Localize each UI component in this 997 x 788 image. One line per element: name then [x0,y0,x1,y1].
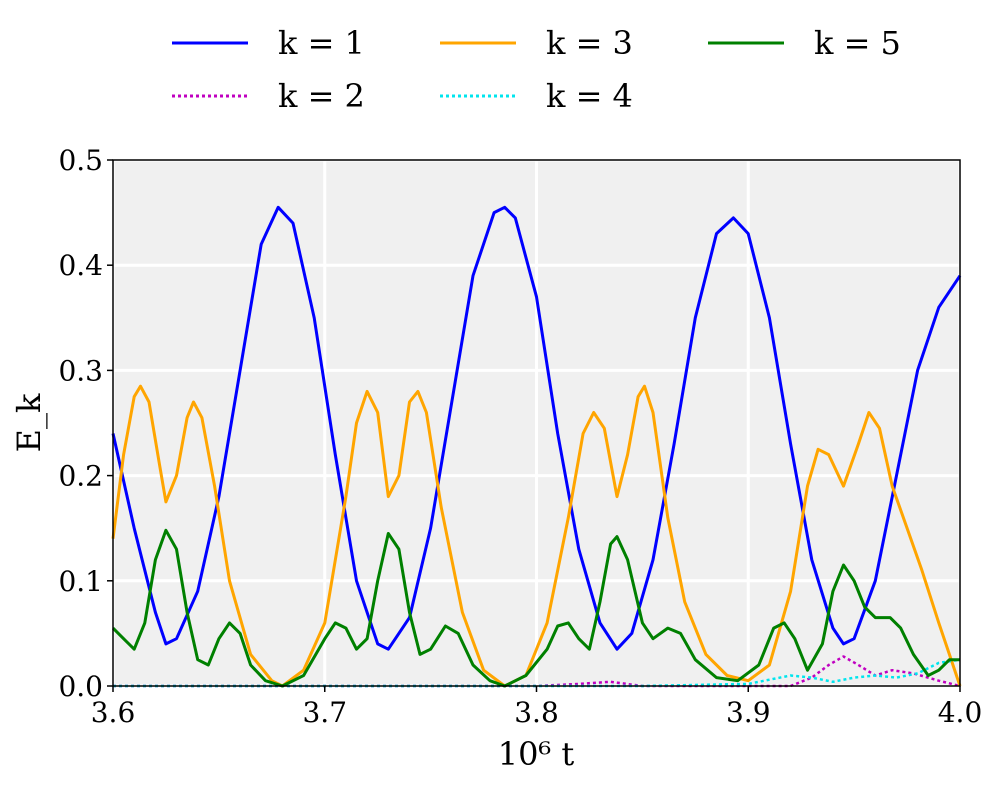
legend-label-k3: k = 3 [546,24,633,62]
x-tick-label: 3.8 [514,696,559,729]
y-tick-label: 0.0 [58,670,103,703]
legend-label-k2: k = 2 [278,77,365,115]
axis-ticks: 3.6 3.7 3.8 3.9 4.0 0.0 0.1 0.2 0.3 0.4 0.5 [58,144,982,729]
series-line-k5 [111,528,960,688]
series-line-k2 [113,655,961,688]
x-axis-label: 10⁶ t [498,735,575,773]
x-tick-label: 3.7 [302,696,347,729]
y-axis-label: E_k [10,393,48,452]
legend-label-k5: k = 5 [814,24,901,62]
y-tick-label: 0.4 [58,249,103,282]
series-line-k1 [111,205,962,651]
x-tick-label: 3.6 [91,696,136,729]
x-tick-label: 3.9 [726,696,771,729]
legend: k = 1 k = 2 k = 3 k = 4 k = 5 [172,24,901,115]
y-tick-label: 0.2 [58,460,103,493]
legend-label-k4: k = 4 [546,77,633,115]
x-tick-label: 4.0 [938,696,983,729]
y-tick-label: 0.1 [58,565,103,598]
y-tick-label: 0.3 [58,354,103,387]
y-tick-label: 0.5 [58,144,103,177]
legend-label-k1: k = 1 [278,24,365,62]
